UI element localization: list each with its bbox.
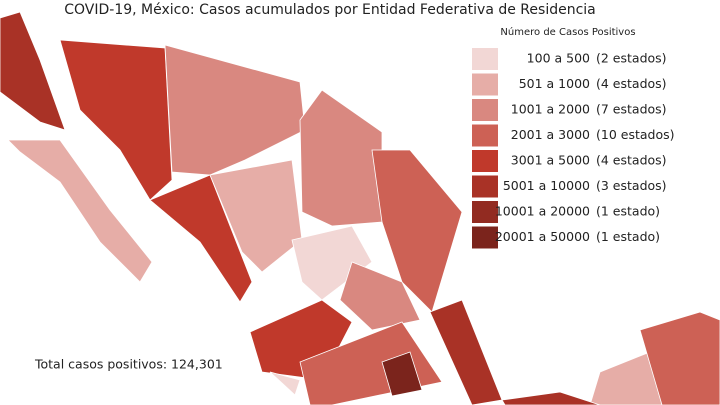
legend: 100 a 500 (2 estados) 501 a 1000 (4 estados… [472,48,675,249]
legend-count: (4 estados) [596,76,667,91]
legend-label: 10001 a 20000 [495,204,590,219]
state [0,11,66,131]
legend-swatch [472,201,498,223]
legend-count: (7 estados) [596,102,667,117]
state [299,89,383,227]
state [639,311,720,405]
legend-count: (4 estados) [596,153,667,168]
legend-count: (1 estado) [596,229,660,244]
state [429,299,503,405]
legend-swatch [472,48,498,70]
state [209,159,303,273]
state [7,139,153,283]
legend-label: 5001 a 10000 [503,178,590,193]
legend-swatch [472,99,498,121]
total-label: Total casos positivos: 124,301 [34,357,223,372]
legend-swatch [472,124,498,147]
map-title: COVID-19, México: Casos acumulados por E… [64,2,596,18]
legend-count: (3 estados) [596,178,667,193]
legend-title: Número de Casos Positivos [500,26,635,38]
legend-label: 20001 a 50000 [495,229,590,244]
state [164,44,306,176]
state [381,351,423,397]
state [589,351,663,405]
legend-count: (10 estados) [596,127,675,142]
legend-label: 1001 a 2000 [511,102,590,117]
state [501,391,601,405]
legend-count: (1 estado) [596,204,660,219]
legend-count: (2 estados) [596,51,667,66]
legend-label: 3001 a 5000 [511,153,590,168]
legend-swatch [472,150,498,172]
legend-label: 2001 a 3000 [511,127,590,142]
legend-label: 501 a 1000 [519,76,590,91]
states [0,11,720,405]
legend-label: 100 a 500 [527,51,590,66]
legend-swatch [472,226,498,249]
legend-swatch [472,175,498,198]
state [269,371,301,396]
state [149,174,253,303]
legend-swatch [472,73,498,96]
